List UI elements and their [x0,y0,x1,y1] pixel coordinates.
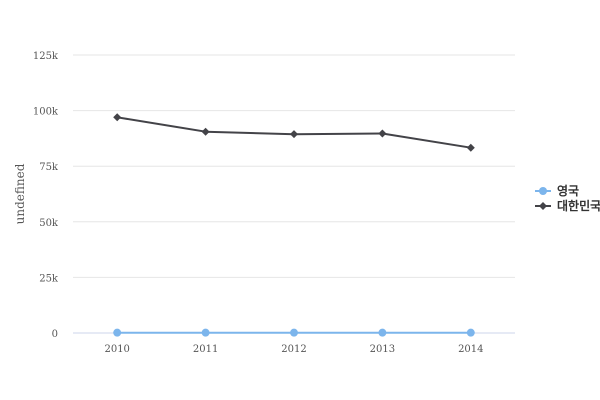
legend-marker [539,187,547,195]
data-point-marker [466,328,475,337]
data-point-marker [201,328,210,337]
x-tick-label: 2010 [104,344,129,355]
series [113,328,475,337]
data-point-marker [378,328,387,337]
legend-item: 영국 [535,183,579,198]
legend-item: 대한민국 [535,198,600,213]
x-axis-tick-labels: 2010 2011 2012 2013 2014 [104,344,483,355]
gridlines [73,54,515,278]
x-tick-label: 2014 [458,344,483,355]
y-tick-label: 75k [39,162,59,173]
legend-label: 대한민국 [557,198,600,213]
y-axis-title: undefined [13,163,27,224]
series-layer [113,113,475,337]
y-tick-label: 0 [52,329,58,340]
x-tick-label: 2013 [370,344,395,355]
y-axis-tick-labels: 0 25k 50k 75k 100k 125k [33,51,59,340]
data-point-marker [201,127,210,136]
data-point-marker [290,130,298,139]
x-tick-label: 2011 [193,344,218,355]
legend-label: 영국 [557,183,579,198]
data-point-marker [378,129,387,138]
y-tick-label: 125k [33,51,59,62]
y-tick-label: 50k [39,218,59,229]
data-point-marker [290,328,298,337]
data-point-marker [466,143,475,152]
series [113,113,475,152]
y-tick-label: 25k [39,273,59,284]
data-point-marker [113,113,122,122]
legend-marker [539,202,547,210]
y-tick-label: 100k [33,107,59,118]
data-point-marker [113,328,122,337]
x-tick-label: 2012 [281,344,306,355]
